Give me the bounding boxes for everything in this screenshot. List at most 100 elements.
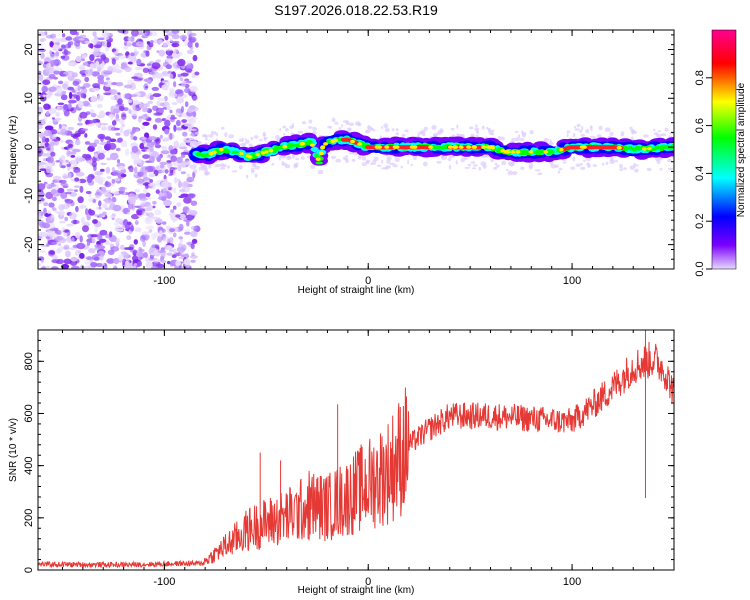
noise-speckle (109, 215, 116, 219)
track-halo (383, 123, 389, 129)
noise-speckle (111, 191, 120, 194)
noise-speckle (91, 160, 98, 168)
track-halo (633, 130, 637, 134)
noise-speckle (150, 252, 157, 256)
noise-speckle (67, 41, 72, 49)
noise-speckle (101, 263, 105, 266)
noise-speckle (38, 215, 44, 219)
noise-speckle (40, 52, 45, 59)
track-halo (251, 170, 255, 174)
noise-speckle (61, 226, 65, 232)
y-tick-label: 600 (23, 404, 35, 422)
noise-speckle (67, 126, 75, 131)
track-halo (576, 123, 581, 128)
noise-speckle (136, 210, 143, 216)
track-halo (520, 166, 525, 170)
noise-speckle (94, 175, 102, 183)
track-halo (289, 125, 294, 129)
track-halo (481, 125, 485, 130)
noise-speckle (86, 119, 94, 124)
track-halo (205, 137, 208, 141)
noise-speckle (94, 171, 104, 176)
noise-speckle (112, 108, 120, 114)
track-halo (646, 167, 652, 172)
noise-speckle (161, 84, 169, 91)
track-halo (501, 160, 507, 166)
track-halo (361, 155, 367, 161)
noise-speckle (173, 48, 179, 54)
track-halo (214, 164, 221, 168)
track-hotspot (646, 146, 652, 151)
track-halo (620, 131, 625, 134)
track-hotspot (315, 157, 321, 161)
noise-speckle (179, 142, 186, 148)
noise-speckle (42, 94, 46, 98)
noise-speckle (90, 112, 97, 118)
track-hotspot (211, 150, 217, 155)
noise-speckle (72, 80, 80, 86)
noise-speckle (125, 40, 133, 48)
noise-speckle (49, 53, 56, 58)
noise-speckle (77, 100, 84, 109)
noise-speckle (169, 132, 173, 140)
track-hotspot (377, 145, 382, 149)
y-tick-label: -10 (23, 188, 35, 204)
noise-speckle (175, 127, 184, 131)
track-halo (334, 121, 339, 125)
noise-speckle (111, 63, 121, 71)
noise-speckle (51, 37, 61, 43)
track-halo (417, 131, 424, 135)
noise-speckle (84, 260, 92, 265)
noise-speckle (173, 177, 178, 184)
noise-speckle (139, 32, 148, 35)
noise-speckle (171, 254, 177, 259)
noise-speckle (120, 140, 128, 148)
track-hotspot (299, 141, 305, 146)
noise-speckle (171, 42, 180, 48)
track-halo (487, 127, 491, 131)
noise-speckle (143, 252, 148, 258)
track-halo (348, 152, 355, 155)
noise-speckle (48, 86, 57, 93)
noise-speckle (168, 173, 173, 177)
noise-speckle (127, 61, 133, 65)
noise-speckle (177, 58, 186, 67)
noise-speckle (85, 208, 89, 216)
noise-speckle (176, 96, 185, 104)
noise-speckle (162, 236, 170, 243)
noise-speckle (103, 80, 113, 88)
noise-speckle (70, 155, 76, 158)
track-halo (331, 117, 336, 123)
noise-speckle (175, 214, 181, 218)
noise-speckle (65, 159, 69, 163)
noise-speckle (69, 159, 77, 165)
noise-speckle (151, 62, 161, 70)
noise-speckle (97, 145, 103, 152)
noise-speckle (67, 166, 71, 171)
noise-speckle (79, 185, 84, 193)
noise-speckle (119, 126, 124, 134)
noise-speckle (131, 30, 139, 37)
snr-ticks: -100 0 100 0 200 400 600 800 (23, 329, 675, 588)
noise-speckle (95, 194, 101, 199)
noise-speckle (178, 242, 183, 248)
track-halo (370, 162, 374, 166)
noise-speckle (180, 152, 186, 158)
noise-speckle (181, 119, 187, 123)
track-halo (412, 155, 418, 159)
track-halo (590, 126, 593, 131)
x-tick-label: -100 (153, 576, 175, 588)
x-tick-label: 100 (563, 576, 581, 588)
noise-speckle (82, 225, 89, 233)
noise-speckle (99, 238, 107, 243)
track-halo (410, 164, 414, 166)
noise-speckle (192, 110, 197, 118)
noise-speckle (96, 103, 103, 109)
noise-speckle (161, 146, 168, 151)
noise-speckle (51, 196, 57, 202)
noise-speckle (190, 230, 198, 238)
noise-speckle (78, 178, 87, 184)
noise-speckle (42, 79, 51, 85)
noise-speckle (67, 99, 77, 104)
noise-speckle (171, 102, 178, 105)
